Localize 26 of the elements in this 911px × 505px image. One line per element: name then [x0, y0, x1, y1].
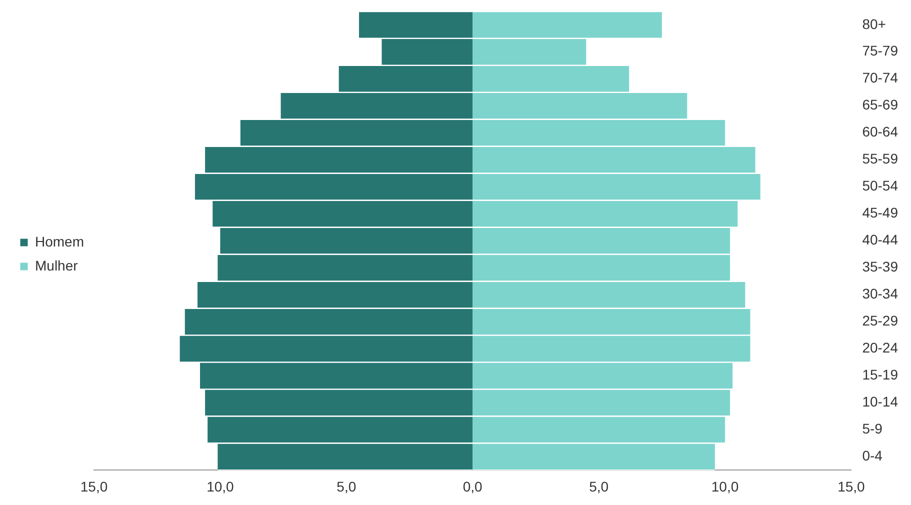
- y-tick-label: 70-74: [862, 70, 898, 86]
- y-tick-label: 65-69: [862, 96, 898, 113]
- legend-label: Homem: [35, 233, 84, 250]
- y-tick-label: 30-34: [862, 286, 898, 302]
- x-tick-label: 15,0: [838, 478, 866, 494]
- y-tick-label: 20-24: [862, 340, 898, 356]
- x-tick-label: 15,0: [80, 478, 108, 494]
- y-tick-label: 25-29: [862, 312, 898, 329]
- y-tick-label: 40-44: [862, 232, 898, 248]
- y-tick-label: 5-9: [862, 420, 883, 437]
- x-tick-label: 5,0: [336, 478, 356, 494]
- x-tick-label: 10,0: [206, 478, 234, 494]
- y-tick-label: 50-54: [862, 178, 898, 194]
- x-tick-label: 10,0: [711, 478, 739, 494]
- y-tick-label: 45-49: [862, 204, 898, 221]
- y-tick-label: 35-39: [862, 258, 898, 275]
- legend-label: Mulher: [35, 257, 78, 274]
- y-tick-label: 0-4: [862, 448, 883, 464]
- x-tick-label: 0,0: [462, 478, 483, 494]
- y-tick-label: 10-14: [862, 394, 898, 410]
- y-tick-label: 15-19: [862, 366, 898, 383]
- y-tick-label: 55-59: [862, 150, 898, 167]
- y-tick-label: 60-64: [862, 124, 898, 140]
- x-tick-label: 5,0: [589, 478, 609, 494]
- y-tick-label: 75-79: [862, 42, 898, 59]
- y-tick-label: 80+: [862, 16, 886, 32]
